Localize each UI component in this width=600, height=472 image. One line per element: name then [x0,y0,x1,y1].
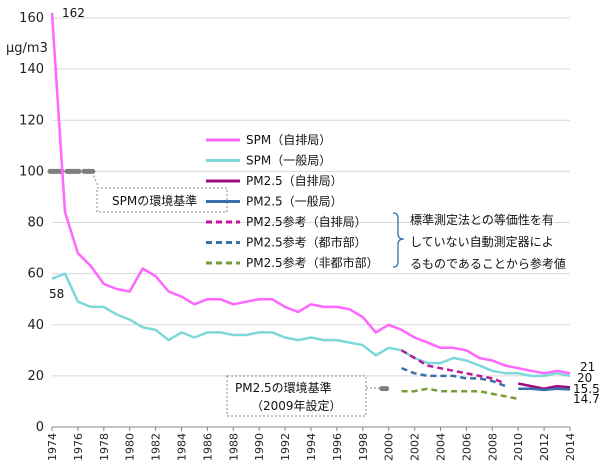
legend-item-label: PM2.5（自排局） [246,174,343,188]
x-tick-label: 2000 [383,433,396,461]
pm25-standard-text-2: （2009年設定） [251,398,342,413]
y-axis-label: μg/m3 [6,41,48,56]
x-tick-label: 1986 [201,433,214,461]
legend-item-label: PM2.5参考（都市部） [246,235,367,250]
standards-markers [47,168,390,392]
x-tick-label: 1978 [98,433,111,461]
x-tick-label: 2002 [409,433,422,461]
y-axis-ticks: 0 20 40 60 80 100 120 140 160 [19,11,44,435]
x-tick-label: 1994 [305,433,318,461]
x-tick-label: 1980 [124,433,137,461]
y-tick-label: 100 [19,164,44,179]
x-tick-label: 2008 [486,433,499,461]
x-tick-label: 1982 [150,433,163,461]
x-tick-label: 1988 [227,433,240,461]
series-line-4 [400,349,506,385]
x-tick-label: 1998 [357,433,370,461]
pm25-standard-text-1: PM2.5の環境基準 [235,380,332,395]
x-tick-label: 1976 [72,433,85,461]
x-tick-label: 2004 [435,433,448,461]
series-line-6 [401,387,519,401]
legend-item-label: PM2.5参考（自排局） [246,214,367,229]
y-tick-label: 140 [19,62,44,77]
x-tick-label: 1992 [279,433,292,461]
y-tick-label: 160 [19,11,44,26]
reference-note: 標準測定法との等価性を有 していない自動測定器によ るものであることから参考値 [392,212,566,271]
spm-standard-callout: SPMの環境基準 [91,171,228,213]
spm-end-label: 21 [580,360,595,374]
y-tick-label: 120 [19,113,44,128]
series-line-3 [518,387,571,392]
x-tick-label: 2012 [538,433,551,461]
legend-item-label: PM2.5（一般局） [246,194,343,209]
note-line-2: していない自動測定器によ [410,234,554,249]
y-tick-label: 40 [27,318,44,333]
x-axis-ticks: 1974 1976 1978 1980 1982 1984 1986 1988 1990 1992… [46,427,577,461]
spm-general-start-label: 58 [49,287,64,301]
pm25-standard-callout: PM2.5の環境基準 （2009年設定） [226,375,381,417]
legend-item-label: PM2.5参考（非都市部） [246,255,379,270]
x-tick-label: 2006 [460,433,473,461]
x-tick-label: 2010 [512,433,525,461]
spm-standard-text: SPMの環境基準 [112,193,197,208]
x-tick-label: 1990 [253,433,266,461]
legend: SPM（自排局） SPM（一般局） PM2.5（自排局） PM2.5（一般局） PM2.… [206,133,379,270]
y-tick-label: 20 [27,369,44,384]
series-group [50,12,571,401]
y-tick-label: 60 [27,267,44,282]
note-line-1: 標準測定法との等価性を有 [410,212,554,227]
legend-item-label: SPM（一般局） [246,153,331,168]
note-line-3: るものであることから参考値 [410,256,566,271]
y-tick-label: 0 [36,420,44,435]
spm-start-label: 162 [62,6,85,20]
pm-general-end-label: 14.7 [573,392,600,406]
series-line-1 [51,272,571,378]
x-tick-label: 1974 [46,433,59,461]
series-line-5 [401,367,506,388]
pm-auto-end-label: 15.5 [573,382,600,396]
x-tick-label: 1996 [331,433,344,461]
x-tick-label: 2014 [564,433,577,461]
x-tick-label: 1984 [176,433,189,461]
legend-item-label: SPM（自排局） [246,133,331,147]
series-line-0 [50,12,571,375]
spm-general-end-label: 20 [577,371,592,385]
y-tick-label: 80 [27,216,44,231]
